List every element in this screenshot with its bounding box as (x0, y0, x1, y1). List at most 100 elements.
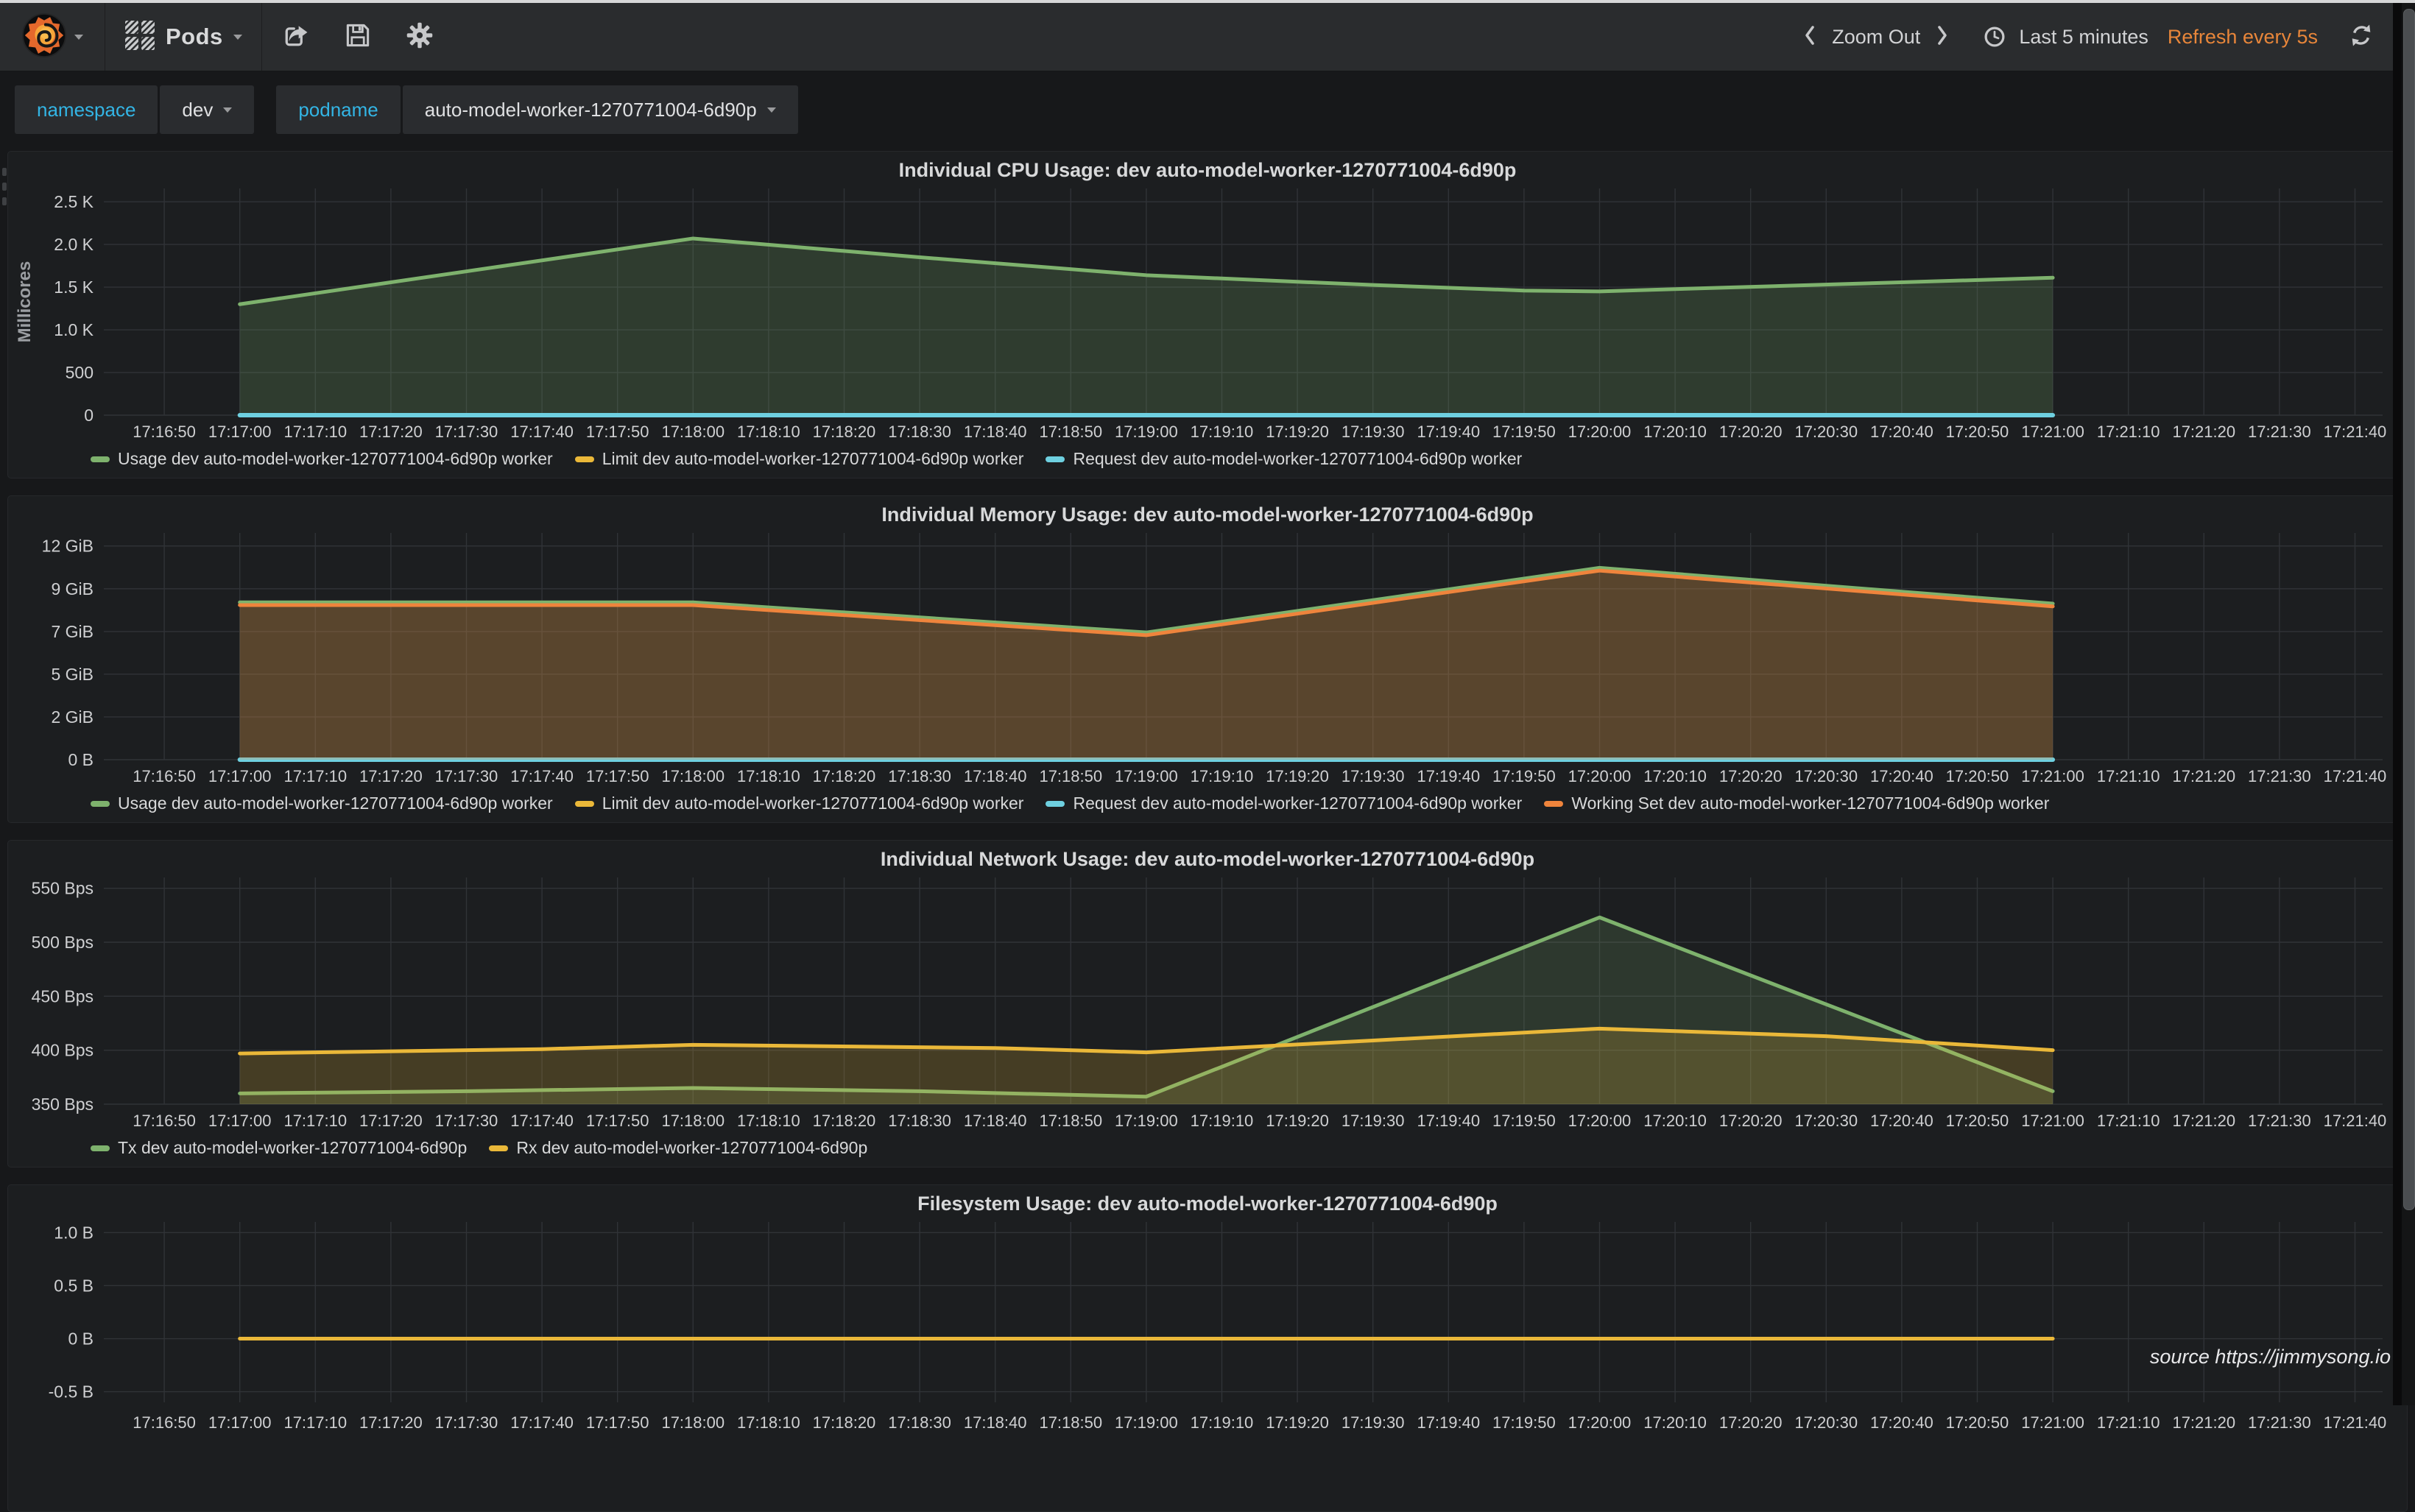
panel-network-usage: Individual Network Usage: dev auto-model… (7, 840, 2408, 1167)
x-axis-tick-label: 17:17:20 (359, 1413, 423, 1432)
network-chart-plot[interactable]: 350 Bps400 Bps450 Bps500 Bps550 Bps17:16… (8, 841, 2388, 1135)
legend-label: Limit dev auto-model-worker-1270771004-6… (602, 794, 1024, 813)
chevron-down-icon (223, 107, 232, 113)
x-axis-tick-label: 17:20:00 (1568, 1413, 1632, 1432)
legend-item[interactable]: Usage dev auto-model-worker-1270771004-6… (91, 449, 553, 469)
clock-icon (1984, 26, 2006, 48)
x-axis-tick-label: 17:19:50 (1492, 1413, 1556, 1432)
settings-gear-icon (405, 21, 434, 54)
panel-cpu-usage: Individual CPU Usage: dev auto-model-wor… (7, 151, 2408, 478)
memory-chart-plot[interactable]: 0 B2 GiB5 GiB7 GiB9 GiB12 GiB17:16:5017:… (8, 496, 2388, 791)
save-button[interactable] (343, 21, 373, 54)
y-axis-tick-label: 350 Bps (32, 1095, 94, 1114)
x-axis-tick-label: 17:20:50 (1946, 1112, 2009, 1130)
x-axis-tick-label: 17:17:20 (359, 767, 423, 785)
legend-item[interactable]: Rx dev auto-model-worker-1270771004-6d90… (489, 1138, 867, 1158)
panel-title[interactable]: Individual CPU Usage: dev auto-model-wor… (8, 159, 2407, 182)
legend-swatch (91, 456, 110, 462)
x-axis-tick-label: 17:20:30 (1794, 767, 1858, 785)
refresh-button[interactable] (2349, 23, 2374, 52)
x-axis-tick-label: 17:16:50 (133, 767, 196, 785)
refresh-interval-picker[interactable]: Refresh every 5s (2168, 26, 2318, 49)
panel-title[interactable]: Filesystem Usage: dev auto-model-worker-… (8, 1193, 2407, 1215)
y-axis-tick-label: 500 Bps (32, 933, 94, 952)
x-axis-tick-label: 17:21:00 (2021, 423, 2084, 441)
panel-filesystem-usage: Filesystem Usage: dev auto-model-worker-… (7, 1184, 2408, 1512)
x-axis-tick-label: 17:19:10 (1191, 767, 1254, 785)
variable-namespace-label: namespace (37, 99, 135, 121)
zoom-out-button[interactable]: Zoom Out (1832, 26, 1920, 49)
dashboard-picker[interactable]: Pods (105, 3, 262, 71)
x-axis-tick-label: 17:20:50 (1946, 423, 2009, 441)
x-axis-tick-label: 17:21:00 (2021, 767, 2084, 785)
x-axis-tick-label: 17:21:20 (2172, 1413, 2235, 1432)
x-axis-tick-label: 17:20:20 (1719, 1413, 1783, 1432)
chevron-left-icon (1804, 24, 1816, 50)
x-axis-tick-label: 17:17:00 (208, 767, 272, 785)
legend-item[interactable]: Tx dev auto-model-worker-1270771004-6d90… (91, 1138, 467, 1158)
x-axis-tick-label: 17:21:30 (2248, 767, 2311, 785)
time-controls: Zoom Out Last 5 minutes Refresh every 5s (1794, 3, 2415, 71)
x-axis-tick-label: 17:18:20 (813, 1413, 876, 1432)
time-range-picker[interactable]: Last 5 minutes (2019, 26, 2148, 49)
time-shift-right-button[interactable] (1926, 24, 1959, 50)
legend-item[interactable]: Limit dev auto-model-worker-1270771004-6… (575, 794, 1024, 813)
navbar: Pods (0, 3, 2415, 71)
x-axis-tick-label: 17:17:10 (283, 767, 347, 785)
x-axis-tick-label: 17:21:40 (2324, 423, 2387, 441)
x-axis-tick-label: 17:21:00 (2021, 1413, 2084, 1432)
page-scrollbar[interactable] (2393, 3, 2415, 1405)
grafana-menu-caret-icon (74, 35, 83, 40)
legend-label: Rx dev auto-model-worker-1270771004-6d90… (516, 1138, 867, 1158)
x-axis-tick-label: 17:21:30 (2248, 423, 2311, 441)
y-axis-tick-label: 0 B (68, 750, 94, 769)
variable-namespace-select[interactable]: dev (160, 85, 254, 134)
x-axis-tick-label: 17:18:50 (1039, 1413, 1102, 1432)
x-axis-tick-label: 17:18:40 (964, 1413, 1027, 1432)
panel-title[interactable]: Individual Network Usage: dev auto-model… (8, 848, 2407, 871)
scrollbar-thumb[interactable] (2403, 9, 2415, 1210)
x-axis-tick-label: 17:19:00 (1115, 767, 1178, 785)
panel-title[interactable]: Individual Memory Usage: dev auto-model-… (8, 504, 2407, 526)
x-axis-tick-label: 17:19:30 (1342, 767, 1405, 785)
x-axis-tick-label: 17:18:40 (964, 423, 1027, 441)
settings-button[interactable] (405, 21, 434, 54)
legend-label: Tx dev auto-model-worker-1270771004-6d90… (118, 1138, 467, 1158)
x-axis-tick-label: 17:19:00 (1115, 1112, 1178, 1130)
cpu-chart-plot[interactable]: 05001.0 K1.5 K2.0 K2.5 K17:16:5017:17:00… (8, 152, 2388, 446)
variable-namespace: namespace dev (15, 85, 254, 134)
x-axis-tick-label: 17:20:00 (1568, 1112, 1632, 1130)
y-axis-tick-label: 9 GiB (51, 579, 94, 598)
time-shift-left-button[interactable] (1794, 24, 1826, 50)
legend-item[interactable]: Working Set dev auto-model-worker-127077… (1544, 794, 2049, 813)
legend-item[interactable]: Request dev auto-model-worker-1270771004… (1046, 449, 1522, 469)
cpu-legend: Usage dev auto-model-worker-1270771004-6… (91, 449, 1544, 469)
panel-drag-handle[interactable] (2, 168, 8, 212)
legend-swatch (91, 801, 110, 807)
y-axis-tick-label: 0 (84, 406, 94, 425)
x-axis-tick-label: 17:17:50 (586, 767, 649, 785)
x-axis-tick-label: 17:17:20 (359, 1112, 423, 1130)
legend-item[interactable]: Limit dev auto-model-worker-1270771004-6… (575, 449, 1024, 469)
variable-namespace-value: dev (182, 99, 213, 121)
legend-item[interactable]: Usage dev auto-model-worker-1270771004-6… (91, 794, 553, 813)
grafana-menu-button[interactable] (0, 3, 105, 71)
y-axis-tick-label: 1.5 K (54, 278, 94, 297)
variable-podname-select[interactable]: auto-model-worker-1270771004-6d90p (403, 85, 798, 134)
x-axis-tick-label: 17:19:40 (1417, 767, 1480, 785)
scrollbar-gutter (2393, 3, 2402, 1405)
x-axis-tick-label: 17:17:40 (510, 1413, 574, 1432)
x-axis-tick-label: 17:17:10 (283, 1112, 347, 1130)
share-button[interactable] (281, 21, 311, 54)
x-axis-tick-label: 17:20:30 (1794, 423, 1858, 441)
y-axis-tick-label: 0 B (68, 1329, 94, 1349)
x-axis-tick-label: 17:19:30 (1342, 1112, 1405, 1130)
legend-item[interactable]: Request dev auto-model-worker-1270771004… (1046, 794, 1522, 813)
x-axis-tick-label: 17:21:40 (2324, 767, 2387, 785)
legend-swatch (1544, 801, 1563, 807)
x-axis-tick-label: 17:21:20 (2172, 767, 2235, 785)
y-axis-title: Millicores (15, 261, 35, 343)
x-axis-tick-label: 17:17:00 (208, 423, 272, 441)
filesystem-chart-plot[interactable]: -0.5 B0 B0.5 B1.0 B17:16:5017:17:0017:17… (8, 1185, 2388, 1480)
y-axis-tick-label: 0.5 B (54, 1276, 94, 1295)
